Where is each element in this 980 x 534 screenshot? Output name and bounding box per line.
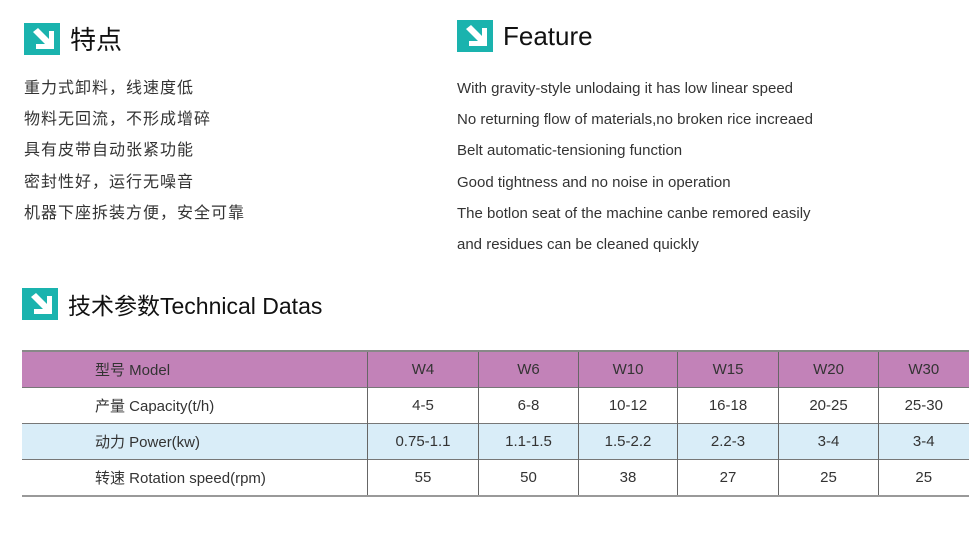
table-cell: 3-4 — [778, 423, 879, 460]
list-item: and residues can be cleaned quickly — [457, 236, 699, 254]
table-cell: 25 — [878, 459, 969, 496]
features-cn-heading: 特点 — [24, 20, 122, 57]
list-item: 密封性好，运行无噪音 — [24, 173, 195, 191]
table-cell: 50 — [478, 459, 579, 496]
table-cell: 27 — [677, 459, 779, 496]
list-item: 物料无回流，不形成增碎 — [24, 111, 212, 129]
table-cell: 3-4 — [878, 423, 969, 460]
table-cell: 25 — [778, 459, 879, 496]
list-item: 具有皮带自动张紧功能 — [24, 142, 195, 160]
table-cell: W15 — [677, 351, 779, 388]
features-cn-list: 重力式卸料，线速度低 物料无回流，不形成增碎 具有皮带自动张紧功能 密封性好，运… — [24, 73, 245, 229]
table-row: 动力 Power(kw) 0.75-1.1 1.1-1.5 1.5-2.2 2.2-3 3… — [22, 423, 969, 460]
table-cell: 6-8 — [478, 387, 579, 424]
list-item: 机器下座拆装方便，安全可靠 — [24, 204, 246, 222]
tech-heading: 技术参数Technical Datas — [22, 287, 322, 321]
list-item: With gravity-style unlodaing it has low … — [457, 80, 793, 97]
row-label: 产量 Capacity(t/h) — [95, 398, 215, 415]
row-label: 动力 Power(kw) — [95, 434, 201, 451]
table-cell: 16-18 — [677, 387, 779, 424]
row-label: 型号 Model — [95, 362, 171, 379]
arrow-down-right-icon — [22, 288, 58, 320]
section-title: 特点 — [70, 25, 123, 55]
table-row: 转速 Rotation speed(rpm) 55 50 38 27 25 25 — [22, 459, 969, 496]
features-en-list: With gravity-style unlodaing it has low … — [457, 73, 813, 260]
tech-table: 型号 Model W4 W6 W10 W15 W20 W30 产量 Capacity(t/h)… — [22, 350, 969, 497]
table-cell: 10-12 — [578, 387, 678, 424]
table-cell: W30 — [878, 351, 969, 388]
table-cell: 1.1-1.5 — [478, 423, 579, 460]
table-cell: 25-30 — [878, 387, 969, 424]
list-item: 重力式卸料，线速度低 — [24, 80, 195, 97]
list-item: No returning flow of materials,no broken… — [457, 111, 814, 129]
table-cell: W10 — [578, 351, 678, 388]
list-item: Good tightness and no noise in operation — [457, 173, 731, 191]
list-item: The botlon seat of the machine canbe rem… — [457, 204, 811, 222]
arrow-down-right-icon — [24, 22, 60, 55]
features-en-heading: Feature — [457, 20, 593, 52]
table-cell: 1.5-2.2 — [578, 423, 678, 460]
table-cell: W6 — [478, 351, 579, 388]
table-cell: W20 — [778, 351, 879, 388]
table-cell: 4-5 — [367, 387, 479, 424]
table-cell: W4 — [367, 351, 479, 388]
table-cell: 2.2-3 — [677, 423, 779, 460]
row-label: 转速 Rotation speed(rpm) — [95, 470, 266, 487]
table-cell: 0.75-1.1 — [367, 423, 479, 460]
table-row: 产量 Capacity(t/h) 4-5 6-8 10-12 16-18 20-25 25-… — [22, 387, 969, 424]
list-item: Belt automatic-tensioning function — [457, 142, 683, 160]
table-cell: 38 — [578, 459, 678, 496]
arrow-down-right-icon — [457, 20, 493, 52]
section-title: 技术参数Technical Datas — [68, 293, 323, 319]
table-header-row: 型号 Model W4 W6 W10 W15 W20 W30 — [22, 351, 969, 388]
table-cell: 55 — [367, 459, 479, 496]
section-title: Feature — [503, 20, 593, 51]
table-cell: 20-25 — [778, 387, 879, 424]
